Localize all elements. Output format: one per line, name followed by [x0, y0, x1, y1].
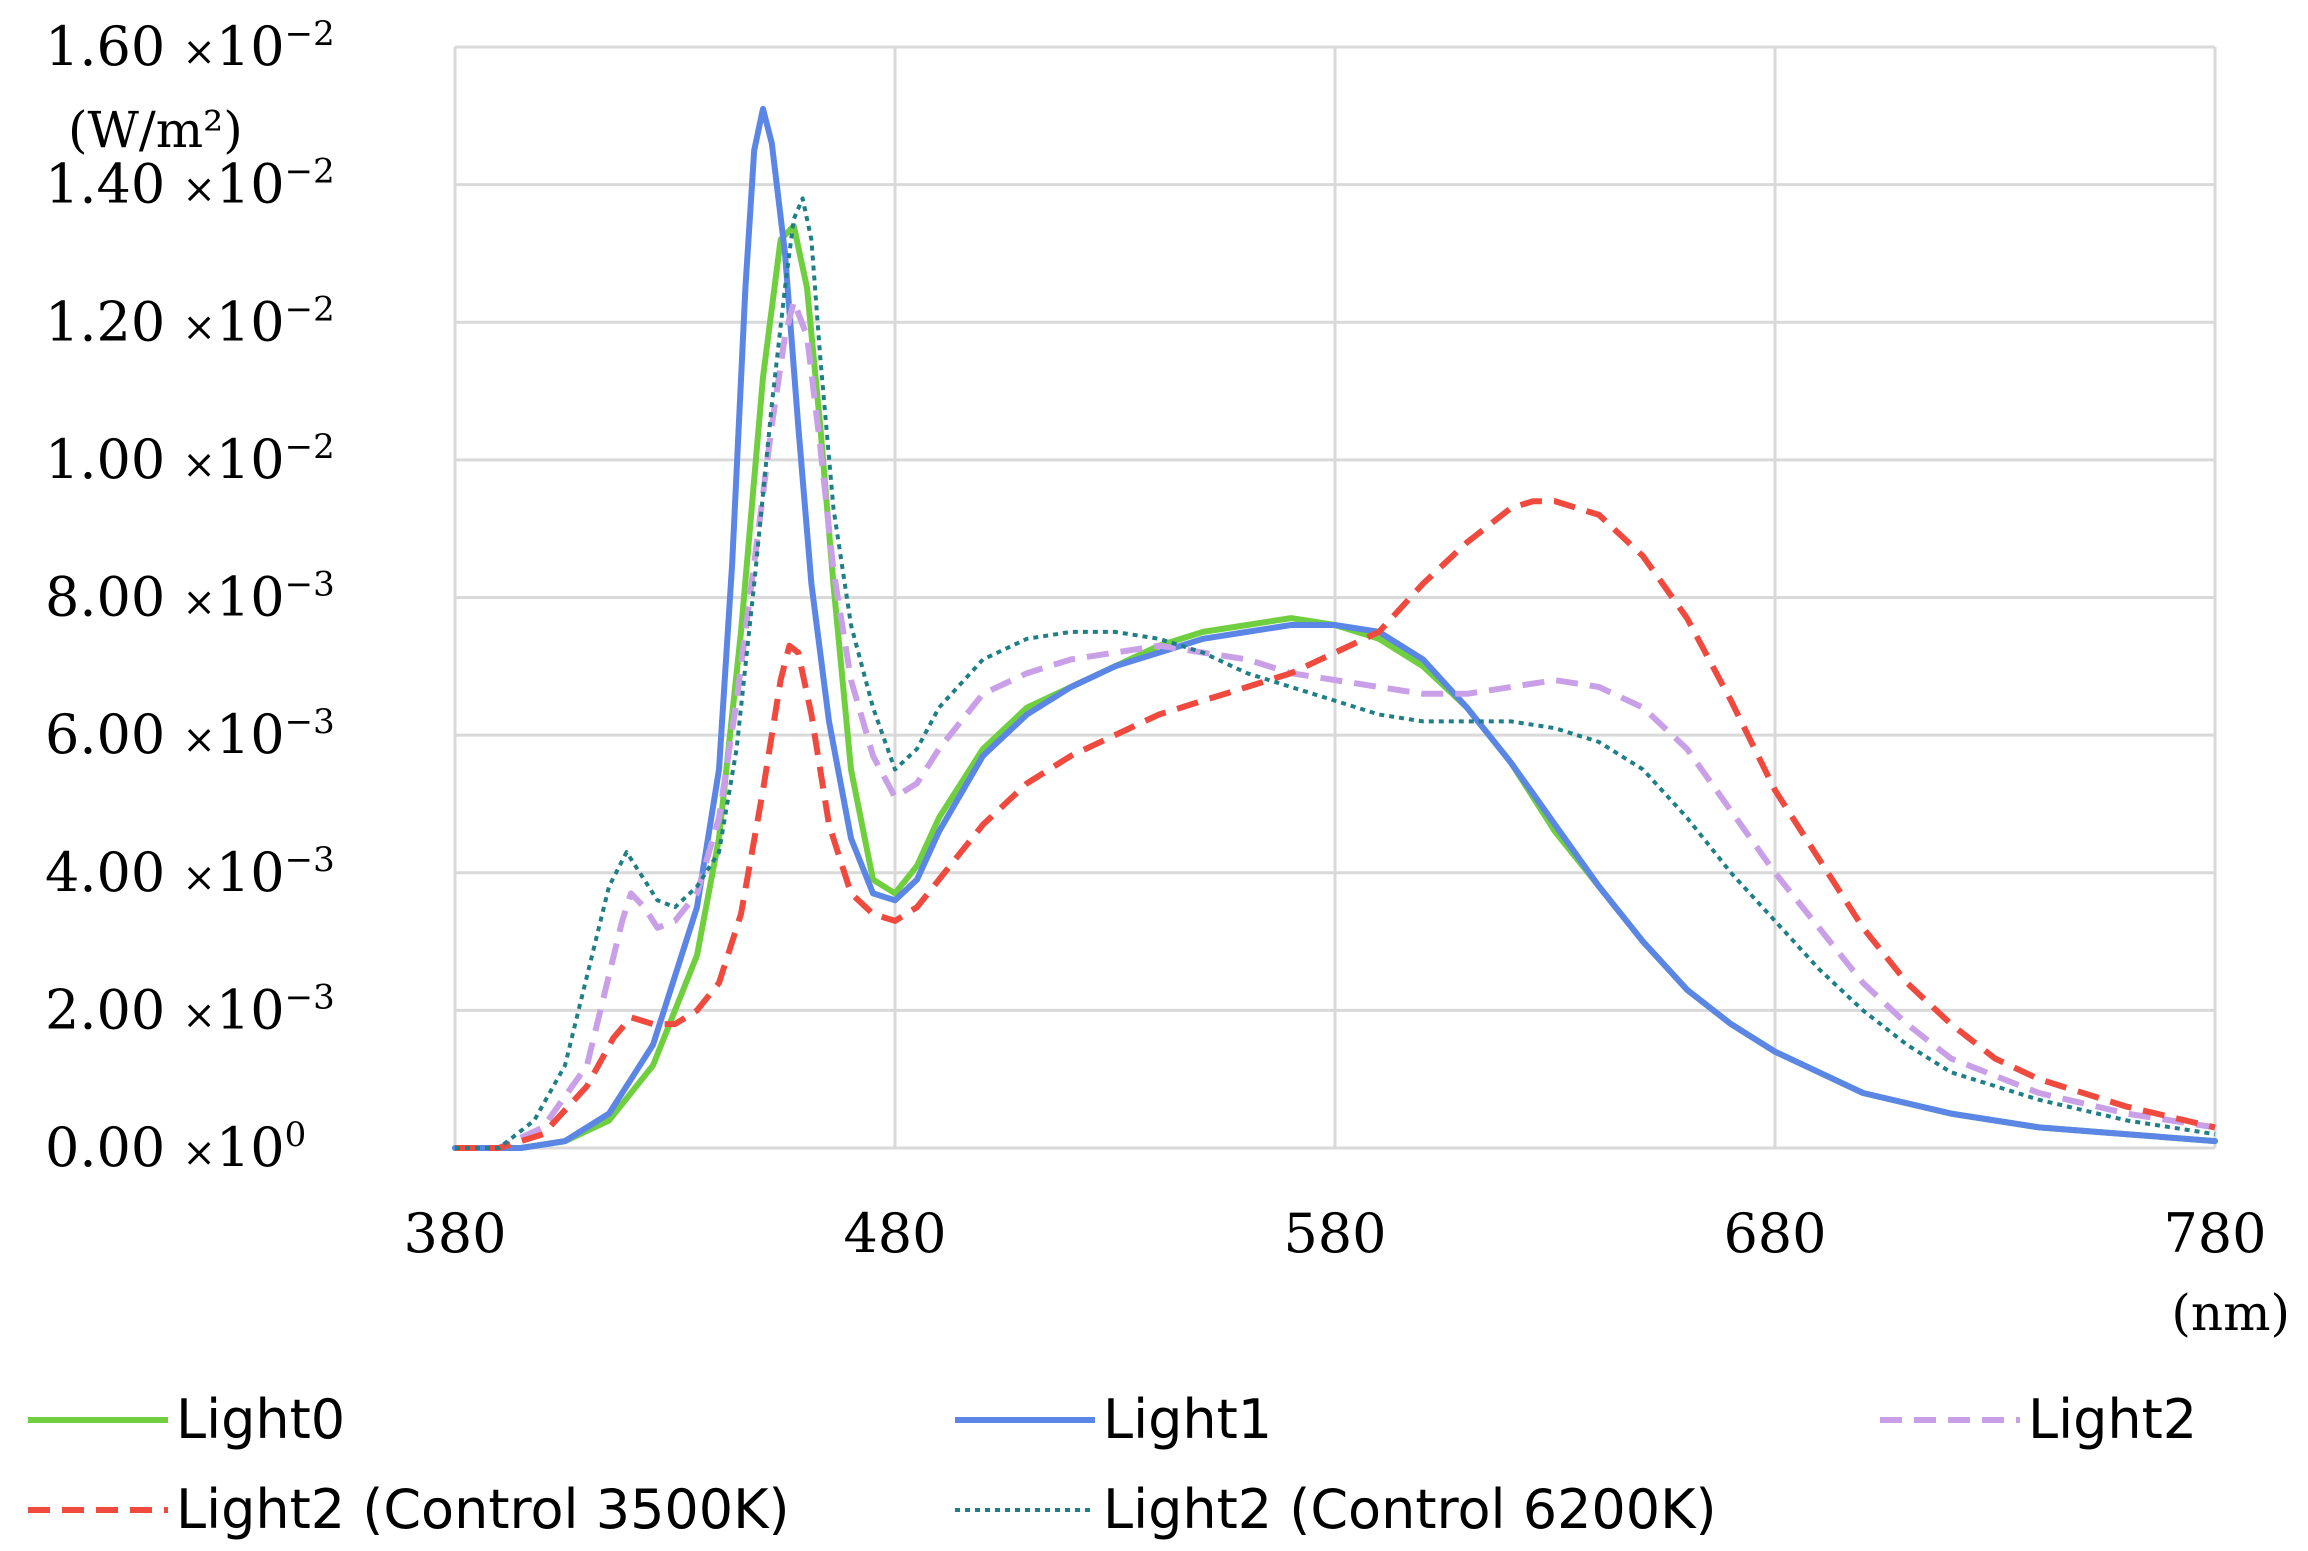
y-tick-label: 1.60 ×10−2 — [45, 14, 335, 78]
legend: Light0 Light1 Light2 Light2 (Control 3500K)… — [28, 1388, 2197, 1541]
series-line-light2-control-3500k — [455, 498, 2216, 1151]
x-tick-label: 680 — [1723, 1202, 1826, 1265]
series-layer — [452, 105, 2218, 1151]
legend-label: Light1 — [1103, 1388, 1272, 1451]
x-axis-ticks: 380 480 580 680 780 — [403, 1202, 2266, 1265]
y-tick-label: 1.40 ×10−2 — [45, 152, 335, 216]
x-tick-label: 480 — [843, 1202, 946, 1265]
legend-label: Light2 (Control 6200K) — [1103, 1478, 1717, 1541]
legend-item: Light2 — [1880, 1388, 2197, 1451]
legend-item: Light2 (Control 3500K) — [28, 1478, 790, 1541]
y-axis-unit-label: (W/m²) — [68, 101, 243, 159]
y-tick-label: 1.00 ×10−2 — [45, 427, 335, 491]
legend-item: Light2 (Control 6200K) — [955, 1478, 1717, 1541]
legend-item: Light1 — [955, 1388, 1272, 1451]
y-tick-label: 1.20 ×10−2 — [45, 289, 335, 353]
y-tick-label: 4.00 ×10−3 — [45, 840, 335, 904]
x-axis-unit-label: (nm) — [2171, 1284, 2290, 1342]
y-tick-label: 2.00 ×10−3 — [45, 977, 335, 1041]
y-axis-ticks: 0.00 ×100 2.00 ×10−3 4.00 ×10−3 6.00 ×10−3 8… — [45, 14, 335, 1179]
grid-layer — [453, 45, 2217, 1150]
series-line-light2-control-6200k — [455, 196, 2216, 1150]
series-line-light1 — [452, 105, 2218, 1151]
y-tick-label: 0.00 ×100 — [45, 1115, 306, 1179]
legend-label: Light0 — [176, 1388, 345, 1451]
legend-label: Light2 — [2028, 1388, 2197, 1451]
x-tick-label: 580 — [1283, 1202, 1386, 1265]
x-tick-label: 380 — [403, 1202, 506, 1265]
y-tick-label: 6.00 ×10−3 — [45, 702, 335, 766]
x-tick-label: 780 — [2163, 1202, 2266, 1265]
legend-label: Light2 (Control 3500K) — [176, 1478, 790, 1541]
legend-item: Light0 — [28, 1388, 345, 1451]
y-tick-label: 8.00 ×10−3 — [45, 565, 335, 629]
series-line-light2 — [455, 298, 2216, 1151]
